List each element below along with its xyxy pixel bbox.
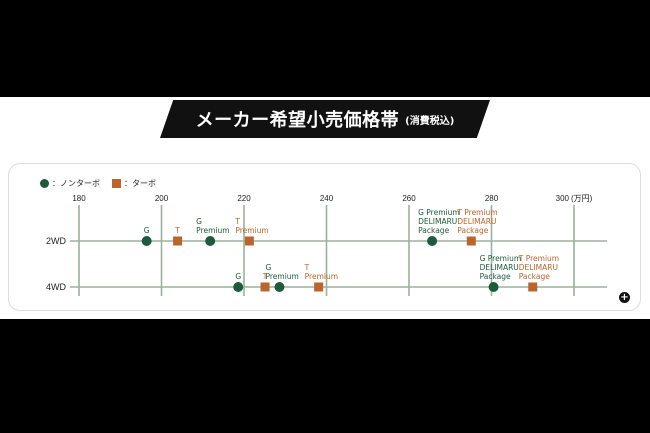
legend: ：ノンターボ ：ターボ	[40, 178, 168, 189]
data-label-line: DELIMARU	[480, 263, 519, 272]
legend-item-turbo: ：ターボ	[112, 178, 156, 189]
data-label: G Premium DELIMARU Package	[480, 254, 522, 281]
data-label-line: Premium	[196, 226, 229, 235]
expand-plus-button[interactable]: +	[619, 292, 630, 303]
non-turbo-point	[427, 236, 438, 246]
x-tick-label-180: 180	[72, 194, 86, 203]
data-label-line: DELIMARU	[519, 263, 558, 272]
data-label: G Premium	[265, 263, 298, 281]
data-label-line: G Premium	[480, 254, 522, 263]
data-label-line: T	[262, 272, 268, 281]
non-turbo-point	[274, 282, 285, 292]
data-label: T Premium DELIMARU Package	[518, 254, 559, 281]
data-label-line: T	[304, 263, 310, 272]
data-label-line: T	[174, 226, 180, 235]
page-title: メーカー希望小売価格帯	[195, 110, 400, 131]
x-tick-label-280: 280	[485, 194, 499, 203]
data-label: G Premium DELIMARU Package	[418, 208, 460, 235]
data-label: T Premium DELIMARU Package	[456, 208, 497, 235]
data-label-line: Premium	[265, 272, 298, 281]
data-label-line: Premium	[305, 272, 338, 281]
data-label: T Premium	[234, 217, 268, 235]
data-label-line: T Premium	[456, 208, 497, 217]
turbo-point	[260, 282, 270, 292]
turbo-point	[173, 236, 183, 246]
data-label-line: Premium	[235, 226, 268, 235]
legend-label-non-turbo: ：ノンターボ	[52, 179, 100, 188]
data-label-line: DELIMARU	[457, 217, 496, 226]
data-label: G Premium	[196, 217, 229, 235]
data-label: G	[144, 226, 150, 235]
data-label-line: T	[234, 217, 240, 226]
title-banner: メーカー希望小売価格帯 (消費税込)	[160, 100, 490, 138]
row-label-2wd: 2WD	[46, 236, 67, 246]
x-tick-label-240: 240	[320, 194, 334, 203]
data-label-line: G	[235, 272, 241, 281]
turbo-point	[244, 236, 254, 246]
data-label-line: G Premium	[418, 208, 460, 217]
page-subtitle: (消費税込)	[405, 115, 455, 127]
data-label-line: Package	[519, 272, 550, 281]
x-tick-label-200: 200	[155, 194, 169, 203]
data-label: T Premium	[304, 263, 338, 281]
data-label-line: Package	[480, 272, 511, 281]
data-label-line: Package	[418, 226, 449, 235]
turbo-point	[314, 282, 324, 292]
legend-item-non-turbo: ：ノンターボ	[40, 178, 100, 189]
non-turbo-point	[233, 282, 244, 292]
data-label-line: G	[144, 226, 150, 235]
turbo-point	[466, 236, 476, 246]
data-label: T	[262, 272, 268, 281]
non-turbo-point	[205, 236, 216, 246]
data-label: T	[174, 226, 180, 235]
legend-label-turbo: ：ターボ	[124, 179, 156, 188]
x-unit-label: (万円)	[571, 194, 593, 203]
non-turbo-point	[488, 282, 499, 292]
turbo-point	[528, 282, 538, 292]
x-tick-label-220: 220	[237, 194, 251, 203]
data-label-line: G	[196, 217, 202, 226]
data-label: G	[235, 272, 241, 281]
x-tick-label-260: 260	[402, 194, 416, 203]
data-label-line: Package	[457, 226, 488, 235]
circle-marker-icon	[40, 179, 49, 188]
row-label-4wd: 4WD	[46, 282, 67, 292]
data-label-line: G	[265, 263, 271, 272]
x-tick-label-300: 300 (万円)	[556, 194, 593, 203]
data-label-line: DELIMARU	[418, 217, 457, 226]
data-label-line: T Premium	[518, 254, 559, 263]
non-turbo-point	[141, 236, 152, 246]
square-marker-icon	[112, 179, 121, 188]
